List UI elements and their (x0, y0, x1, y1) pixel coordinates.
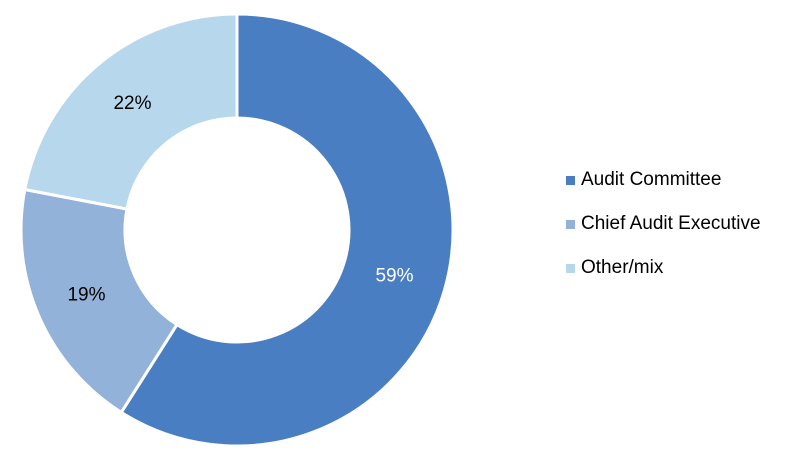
legend-swatch (566, 175, 575, 185)
legend-swatch (566, 263, 575, 273)
data-label: 59% (375, 265, 413, 286)
slice-labels: 59% 19% 22% (67, 93, 413, 305)
legend-label: Audit Committee (581, 169, 722, 190)
legend-label: Other/mix (581, 257, 664, 278)
slice-other-mix (23, 12, 239, 211)
legend-item-other-mix: Other/mix (566, 246, 761, 290)
legend-label: Chief Audit Executive (581, 213, 761, 234)
slice-audit-committee (119, 12, 455, 448)
legend-swatch (566, 219, 575, 229)
slices (19, 12, 455, 448)
data-label: 19% (67, 285, 105, 306)
legend-item-audit-committee: Audit Committee (566, 158, 761, 202)
legend-item-chief-audit-executive: Chief Audit Executive (566, 202, 761, 246)
slice-chief-audit-executive (19, 187, 180, 415)
data-label: 22% (113, 93, 151, 114)
legend: Audit Committee Chief Audit Executive Ot… (566, 158, 761, 290)
